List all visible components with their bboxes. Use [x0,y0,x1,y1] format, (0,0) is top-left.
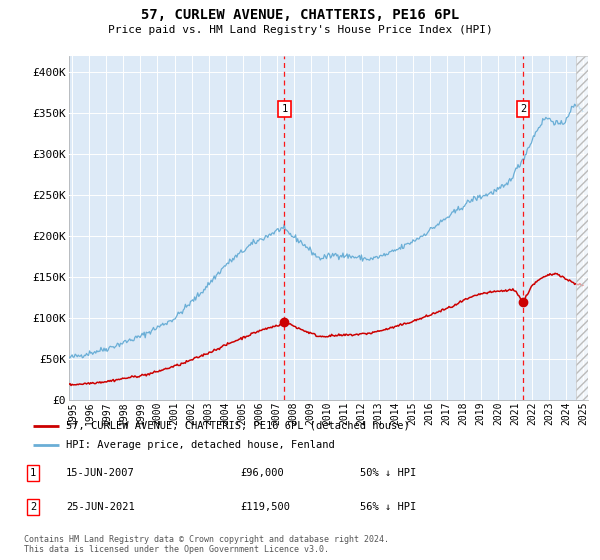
Text: 56% ↓ HPI: 56% ↓ HPI [360,502,416,512]
Text: 57, CURLEW AVENUE, CHATTERIS, PE16 6PL (detached house): 57, CURLEW AVENUE, CHATTERIS, PE16 6PL (… [66,421,410,431]
Text: £96,000: £96,000 [240,468,284,478]
Text: 1: 1 [281,104,287,114]
Text: 25-JUN-2021: 25-JUN-2021 [66,502,135,512]
Text: £119,500: £119,500 [240,502,290,512]
Text: HPI: Average price, detached house, Fenland: HPI: Average price, detached house, Fenl… [66,440,335,450]
Text: 15-JUN-2007: 15-JUN-2007 [66,468,135,478]
Text: Price paid vs. HM Land Registry's House Price Index (HPI): Price paid vs. HM Land Registry's House … [107,25,493,35]
Text: Contains HM Land Registry data © Crown copyright and database right 2024.
This d: Contains HM Land Registry data © Crown c… [24,535,389,554]
Text: 57, CURLEW AVENUE, CHATTERIS, PE16 6PL: 57, CURLEW AVENUE, CHATTERIS, PE16 6PL [141,8,459,22]
Text: 2: 2 [520,104,526,114]
Text: 50% ↓ HPI: 50% ↓ HPI [360,468,416,478]
Text: 1: 1 [30,468,36,478]
Text: 2: 2 [30,502,36,512]
